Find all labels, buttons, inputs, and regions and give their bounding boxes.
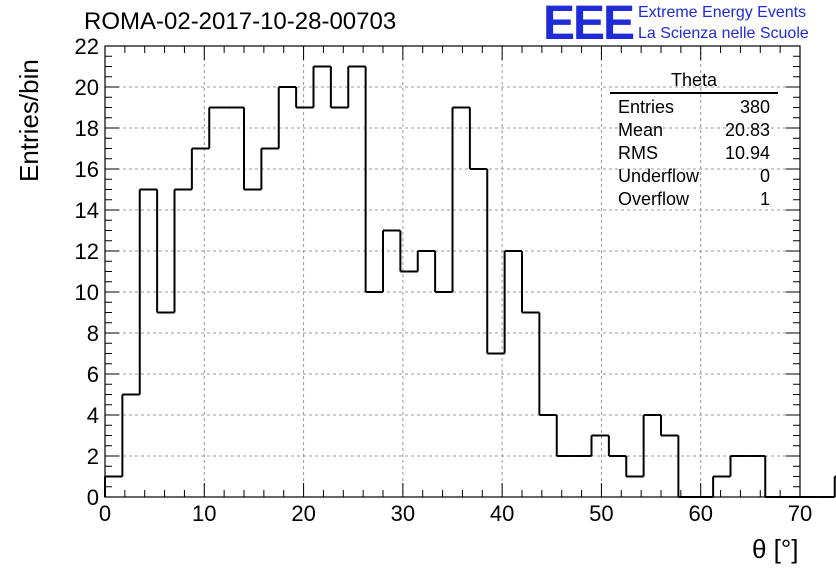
- x-tick-label: 70: [788, 501, 812, 526]
- histogram-series: [104, 65, 836, 498]
- stats-row: Mean 20.83: [610, 119, 778, 142]
- y-tick-label: 14: [75, 198, 99, 223]
- logo-caption: Extreme Energy Events La Scienza nelle S…: [638, 2, 809, 44]
- stats-label: Overflow: [618, 189, 690, 209]
- stats-label: RMS: [618, 143, 658, 163]
- x-axis-label: θ [°]: [752, 534, 799, 564]
- stats-value: 0: [759, 166, 770, 186]
- stats-row: Overflow 1: [610, 188, 778, 211]
- y-tick-label: 10: [75, 280, 99, 305]
- axes: [104, 45, 801, 498]
- x-tick-label: 60: [688, 501, 712, 526]
- stats-row: RMS 10.94: [610, 142, 778, 165]
- x-tick-label: 20: [291, 501, 315, 526]
- stats-row: Underflow 0: [610, 165, 778, 188]
- x-tick-label: 40: [490, 501, 514, 526]
- stats-box: Theta Entries 380 Mean 20.83 RMS 10.94 U…: [610, 70, 778, 211]
- eee-logo: EEE Extreme Energy Events La Scienza nel…: [543, 0, 809, 50]
- x-tick-label: 50: [589, 501, 613, 526]
- y-tick-label: 12: [75, 239, 99, 264]
- stats-title: Theta: [610, 70, 778, 94]
- stats-value: 380: [739, 97, 770, 117]
- x-tick-label: 10: [192, 501, 216, 526]
- y-tick-label: 16: [75, 157, 99, 182]
- logo-line-1: Extreme Energy Events: [638, 4, 807, 21]
- y-tick-label: 20: [75, 75, 99, 100]
- y-tick-label: 4: [87, 403, 99, 428]
- stats-value: 10.94: [724, 143, 770, 163]
- y-tick-label: 6: [87, 362, 99, 387]
- y-axis-label: Entries/bin: [14, 59, 44, 182]
- grid-lines: [105, 46, 800, 497]
- stats-value: 1: [759, 189, 770, 209]
- y-tick-label: 8: [87, 321, 99, 346]
- chart-title: ROMA-02-2017-10-28-00703: [84, 8, 397, 35]
- stats-value: 20.83: [724, 120, 770, 140]
- y-tick-label: 2: [87, 444, 99, 469]
- y-tick-label: 22: [75, 34, 99, 59]
- stats-label: Underflow: [618, 166, 700, 186]
- y-tick-label: 18: [75, 116, 99, 141]
- logo-line-2: La Scienza nelle Scuole: [638, 25, 809, 42]
- y-tick-label: 0: [87, 485, 99, 510]
- x-tick-label: 30: [391, 501, 415, 526]
- stats-label: Mean: [618, 120, 664, 140]
- logo-mark: EEE: [543, 0, 635, 50]
- stats-label: Entries: [618, 97, 675, 117]
- x-tick-label: 0: [99, 501, 111, 526]
- stats-row: Entries 380: [610, 96, 778, 119]
